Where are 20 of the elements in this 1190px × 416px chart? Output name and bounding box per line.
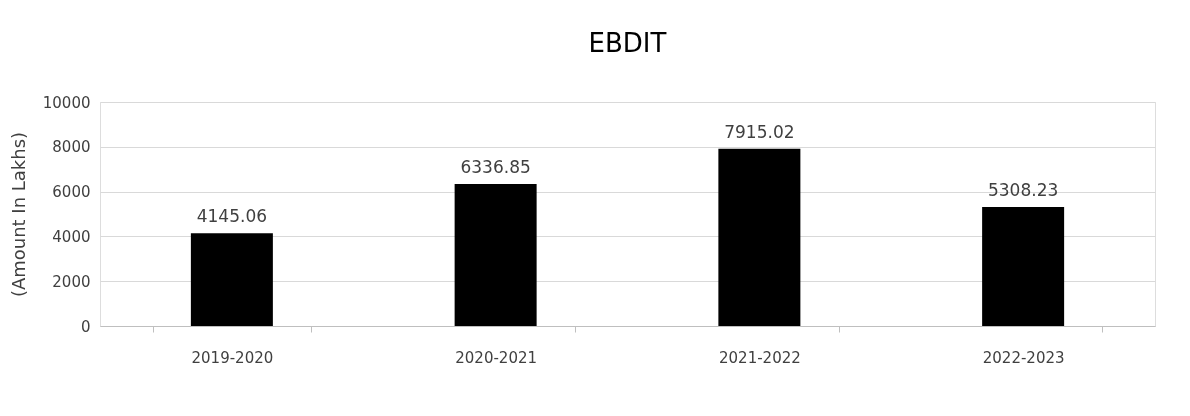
y-tick-label: 0 xyxy=(80,317,91,336)
data-label: 5308.23 xyxy=(987,180,1059,201)
x-tick-label: 2021-2022 xyxy=(718,348,801,367)
y-axis-title: (Amount In Lakhs) xyxy=(7,131,29,298)
bar xyxy=(454,184,537,326)
data-label: 4145.06 xyxy=(196,206,268,227)
x-tick-label: 2019-2020 xyxy=(191,348,274,367)
x-tick-label: 2022-2023 xyxy=(982,348,1065,367)
y-tick-label: 4000 xyxy=(52,227,91,246)
bar xyxy=(982,207,1065,326)
y-tick-label: 6000 xyxy=(52,183,91,202)
x-tick-label: 2020-2021 xyxy=(455,348,538,367)
data-label: 6336.85 xyxy=(460,157,531,178)
bar xyxy=(190,233,273,326)
bar xyxy=(718,148,801,326)
chart-title: EBDIT xyxy=(588,28,667,58)
y-tick-label: 8000 xyxy=(52,138,91,157)
y-tick-label: 2000 xyxy=(52,272,91,291)
data-label: 7915.02 xyxy=(724,121,795,142)
y-tick-label: 10000 xyxy=(42,93,91,112)
